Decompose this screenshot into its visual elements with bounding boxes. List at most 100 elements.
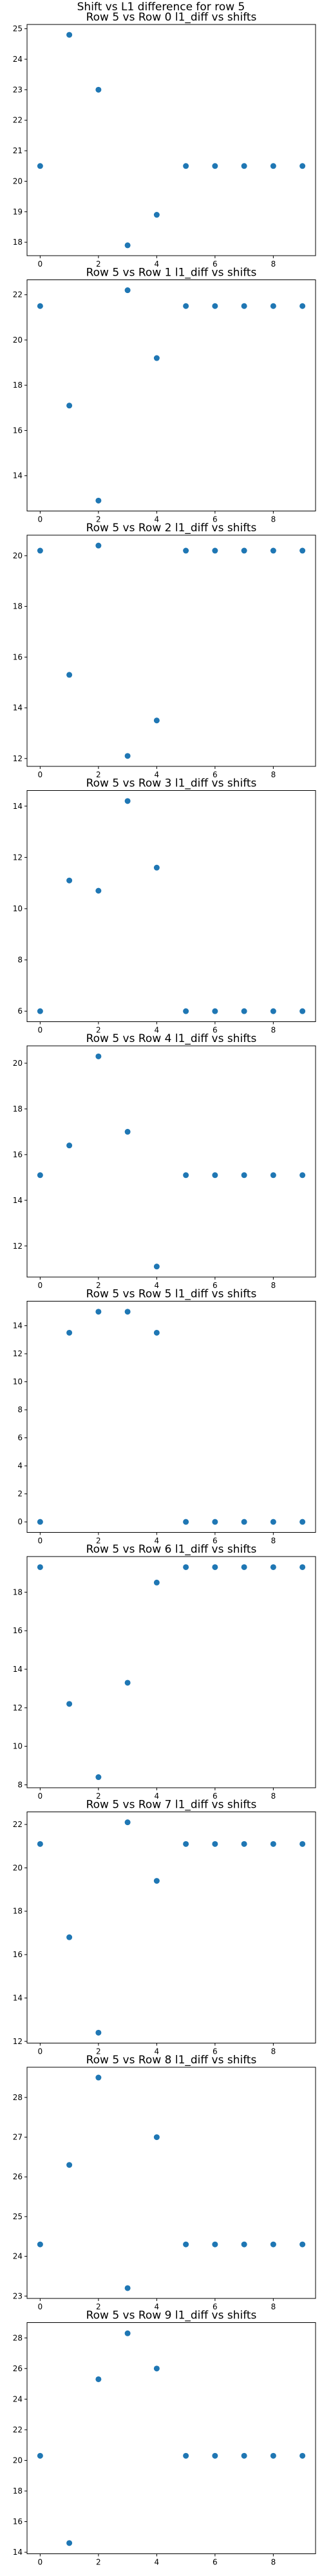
data-point bbox=[270, 1008, 276, 1014]
y-tick-label: 14 bbox=[13, 802, 23, 811]
data-point bbox=[270, 163, 276, 169]
data-point bbox=[299, 1841, 306, 1847]
data-point bbox=[183, 2241, 189, 2248]
data-point bbox=[95, 86, 102, 93]
y-tick-label: 22 bbox=[13, 116, 23, 125]
data-point bbox=[124, 2285, 131, 2291]
y-tick-label: 16 bbox=[13, 2517, 23, 2526]
x-tick-label: 2 bbox=[96, 2558, 101, 2567]
data-point bbox=[124, 1819, 131, 1826]
x-tick-label: 2 bbox=[96, 1537, 101, 1546]
plot-frame bbox=[26, 790, 316, 1022]
x-tick-label: 2 bbox=[96, 260, 101, 269]
y-tick-label: 14 bbox=[13, 1321, 23, 1331]
y-tick-label: 20 bbox=[13, 2456, 23, 2465]
data-point bbox=[66, 2540, 73, 2546]
x-tick-label: 0 bbox=[38, 515, 43, 524]
x-tick-label: 6 bbox=[213, 2558, 218, 2567]
y-tick-label: 20 bbox=[13, 336, 23, 345]
subplot-title: Row 5 vs Row 3 l1_diff vs shifts bbox=[86, 777, 257, 790]
data-point bbox=[241, 2241, 247, 2248]
x-tick-label: 0 bbox=[38, 1026, 43, 1035]
subplot-title: Row 5 vs Row 5 l1_diff vs shifts bbox=[86, 1288, 257, 1301]
subplot-1: Row 5 vs Row 1 l1_diff vs shifts 0 2 4 6 8 14 1… bbox=[13, 267, 316, 524]
data-point bbox=[153, 2365, 160, 2372]
y-tick-label: 0 bbox=[17, 1517, 23, 1526]
data-point bbox=[124, 753, 131, 759]
data-point bbox=[153, 717, 160, 724]
plot-frame bbox=[26, 2322, 316, 2554]
y-tick-label: 24 bbox=[13, 2252, 23, 2261]
y-tick-label: 8 bbox=[17, 956, 23, 965]
data-point bbox=[153, 1264, 160, 1270]
x-tick-label: 6 bbox=[213, 1537, 218, 1546]
x-tick-label: 4 bbox=[155, 1281, 160, 1290]
data-point bbox=[153, 1579, 160, 1586]
x-tick-label: 8 bbox=[271, 260, 276, 269]
x-tick-label: 6 bbox=[213, 260, 218, 269]
x-tick-label: 2 bbox=[96, 2302, 101, 2311]
data-point bbox=[66, 877, 73, 884]
x-tick-label: 6 bbox=[213, 2302, 218, 2311]
y-tick-label: 22 bbox=[13, 2425, 23, 2434]
x-tick-label: 8 bbox=[271, 2047, 276, 2056]
y-tick-label: 26 bbox=[13, 2172, 23, 2181]
data-point bbox=[37, 163, 43, 169]
data-point bbox=[270, 1564, 276, 1570]
y-tick-label: 18 bbox=[13, 1587, 23, 1596]
data-point bbox=[95, 887, 102, 894]
x-tick-label: 2 bbox=[96, 2047, 101, 2056]
y-tick-label: 14 bbox=[13, 471, 23, 480]
subplot-title: Row 5 vs Row 4 l1_diff vs shifts bbox=[86, 1032, 257, 1045]
subplot-title: Row 5 vs Row 2 l1_diff vs shifts bbox=[86, 522, 257, 535]
data-point bbox=[153, 1329, 160, 1336]
plot-frame bbox=[26, 2067, 316, 2299]
data-point bbox=[299, 1564, 306, 1570]
data-point bbox=[299, 547, 306, 554]
data-point bbox=[183, 1008, 189, 1014]
data-point bbox=[241, 303, 247, 309]
y-tick-label: 26 bbox=[13, 2364, 23, 2373]
x-tick-label: 0 bbox=[38, 1281, 43, 1290]
data-point bbox=[124, 1680, 131, 1686]
data-point bbox=[37, 1564, 43, 1570]
y-tick-label: 22 bbox=[13, 1820, 23, 1829]
data-point bbox=[270, 1519, 276, 1525]
data-point bbox=[124, 242, 131, 249]
y-tick-label: 18 bbox=[13, 2486, 23, 2496]
data-point bbox=[299, 1008, 306, 1014]
data-point bbox=[124, 798, 131, 804]
data-point bbox=[270, 1841, 276, 1847]
data-point bbox=[183, 2452, 189, 2459]
y-tick-label: 18 bbox=[13, 602, 23, 611]
data-point bbox=[212, 303, 218, 309]
data-point bbox=[212, 1564, 218, 1570]
y-tick-label: 20 bbox=[13, 176, 23, 185]
x-tick-label: 4 bbox=[155, 260, 160, 269]
y-tick-label: 21 bbox=[13, 146, 23, 155]
data-point bbox=[241, 1841, 247, 1847]
data-point bbox=[66, 32, 73, 38]
x-tick-label: 8 bbox=[271, 1792, 276, 1801]
figure-title: Shift vs L1 difference for row 5 bbox=[77, 1, 245, 14]
subplot-title: Row 5 vs Row 8 l1_diff vs shifts bbox=[86, 2054, 257, 2067]
data-point bbox=[183, 547, 189, 554]
data-point bbox=[241, 2452, 247, 2459]
data-point bbox=[153, 1878, 160, 1884]
x-tick-label: 8 bbox=[271, 770, 276, 779]
data-point bbox=[95, 2074, 102, 2081]
y-tick-label: 12 bbox=[13, 853, 23, 862]
y-tick-label: 23 bbox=[13, 2291, 23, 2300]
x-tick-label: 6 bbox=[213, 1026, 218, 1035]
y-tick-label: 16 bbox=[13, 1950, 23, 1959]
y-tick-label: 8 bbox=[17, 1405, 23, 1414]
x-tick-label: 0 bbox=[38, 770, 43, 779]
x-tick-label: 2 bbox=[96, 1281, 101, 1290]
plot-frame bbox=[26, 1556, 316, 1788]
subplot-title: Row 5 vs Row 6 l1_diff vs shifts bbox=[86, 1543, 257, 1556]
x-tick-label: 8 bbox=[271, 1537, 276, 1546]
y-tick-label: 12 bbox=[13, 1703, 23, 1712]
x-tick-label: 8 bbox=[271, 1281, 276, 1290]
data-point bbox=[241, 1172, 247, 1179]
